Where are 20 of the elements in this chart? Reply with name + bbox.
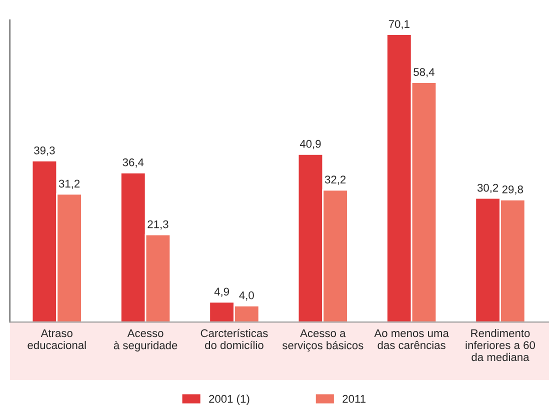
data-label: 21,3 [148, 220, 168, 230]
data-label: 36,4 [122, 158, 144, 168]
data-label: 58,4 [414, 68, 434, 78]
x-tick-label: Atraso educacional [28, 329, 86, 350]
x-tick-label: Acesso a serviços básicos [282, 329, 364, 352]
data-label: 30,2 [477, 184, 498, 194]
legend-label: 2001 (1) [209, 394, 250, 405]
data-label: 4,9 [214, 288, 229, 297]
x-tick-label: Carcterísticas do domicílio [200, 328, 268, 350]
data-label: 31,2 [58, 180, 80, 189]
x-tick-label: Ao menos uma das carências [374, 329, 449, 350]
data-label: 40,9 [300, 140, 321, 150]
legend-label: 2011 [342, 394, 366, 403]
x-tick-label: Rendimento inferiores a 60 da mediana [466, 328, 536, 362]
data-label: 29,8 [502, 185, 523, 195]
data-label: 4,0 [239, 291, 254, 301]
data-label: 39,3 [34, 146, 55, 156]
data-label: 32,2 [324, 176, 346, 185]
x-tick-label: Acesso à seguridade [114, 329, 178, 352]
data-label: 70,1 [388, 20, 410, 30]
